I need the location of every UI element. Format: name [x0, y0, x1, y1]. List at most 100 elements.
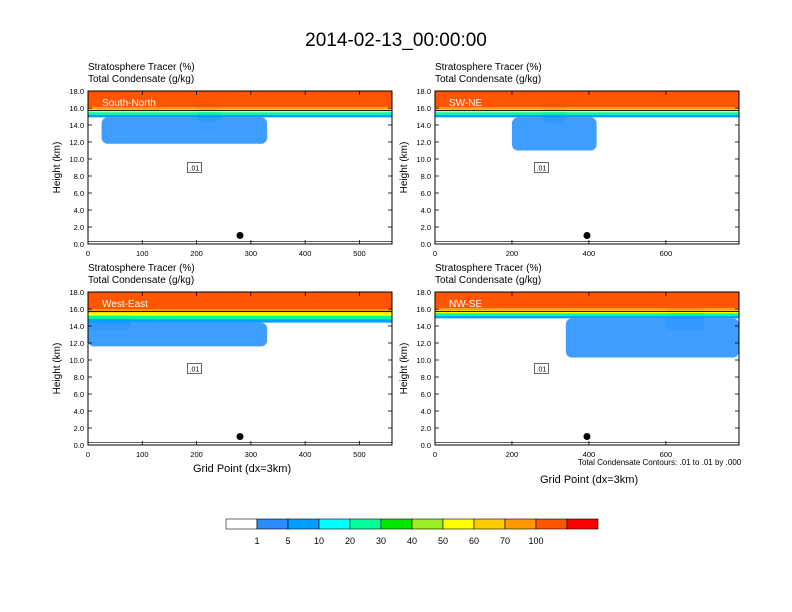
colorbar-label: 10	[314, 536, 324, 546]
tracer-band-100	[435, 91, 739, 108]
colorbar-swatch-9	[473, 518, 506, 530]
x-tick-label: 100	[136, 450, 149, 459]
condensate-region-1	[88, 322, 268, 347]
x-tick-label: 300	[245, 249, 258, 258]
y-tick-label: 6.0	[74, 189, 84, 198]
y-tick-label: 16.0	[416, 104, 431, 113]
tracer-band-20	[435, 313, 739, 316]
y-tick-label: 16.0	[416, 305, 431, 314]
y-tick-label: 18.0	[416, 288, 431, 297]
y-tick-label: 2.0	[421, 424, 431, 433]
y-tick-label: 8.0	[74, 373, 84, 382]
y-tick-label: 10.0	[416, 356, 431, 365]
panel-direction-label: South-North	[102, 98, 156, 109]
panel-4-plot-area: .01	[435, 292, 739, 445]
y-tick-label: 16.0	[69, 305, 84, 314]
panel-3: .01 West-East 0.0 2.0 4.0 6.0 8.0 10.0 12.0 14.0 1…	[52, 288, 393, 459]
panel-3-label-condensate: Total Condensate (g/kg)	[88, 275, 195, 286]
y-tick-label: 14.0	[69, 322, 84, 331]
colorbar-label: 20	[345, 536, 355, 546]
colorbar-label: 60	[469, 536, 479, 546]
contour-label: .01	[190, 367, 200, 374]
x-tick-label: 200	[190, 249, 203, 258]
storm-marker	[236, 433, 244, 440]
storm-marker	[236, 232, 244, 239]
x-tick-label: 500	[353, 450, 366, 459]
x-tick-label: 0	[86, 450, 90, 459]
panel-4-xlabel: Grid Point (dx=3km)	[540, 474, 639, 486]
panel-4-label-condensate: Total Condensate (g/kg)	[435, 275, 542, 286]
x-tick-label: 0	[86, 249, 90, 258]
tracer-band-5	[435, 114, 739, 118]
y-tick-label: 2.0	[74, 223, 84, 232]
y-tick-label: 2.0	[74, 424, 84, 433]
y-tick-label: 18.0	[69, 87, 84, 96]
x-tick-label: 0	[433, 450, 437, 459]
colorbar-swatch-11	[535, 518, 568, 530]
colorbar: 1 5 10 20 30 40 50 60 70 100	[225, 518, 599, 546]
colorbar-swatch-6	[380, 518, 413, 530]
tracer-band-70	[88, 107, 392, 110]
colorbar-swatch-2	[256, 518, 289, 530]
tracer-band-50	[435, 109, 739, 113]
y-tick-label: 18.0	[416, 87, 431, 96]
y-tick-label: 12.0	[416, 339, 431, 348]
y-tick-label: 0.0	[74, 441, 84, 450]
colorbar-label: 100	[528, 536, 543, 546]
panel-2-label-tracer: Stratosphere Tracer (%)	[435, 62, 542, 73]
y-tick-label: 8.0	[421, 373, 431, 382]
x-tick-label: 400	[583, 249, 596, 258]
tracer-band-100	[88, 91, 392, 108]
panel-1: .01 South-North 0.0 2.0 4.0 6.0 8.0 10.0 12.0 14.…	[52, 87, 393, 258]
y-tick-label: 4.0	[74, 407, 84, 416]
colorbar-swatch-12	[566, 518, 599, 530]
y-tick-label: 18.0	[69, 288, 84, 297]
x-tick-label: 300	[245, 450, 258, 459]
tracer-band-20	[88, 315, 392, 320]
tracer-band-20	[435, 112, 739, 115]
panel-2-label-condensate: Total Condensate (g/kg)	[435, 74, 542, 85]
panel-3-xlabel: Grid Point (dx=3km)	[193, 463, 292, 475]
x-tick-label: 0	[433, 249, 437, 258]
panel-frame	[434, 291, 740, 446]
panel-1-label-condensate: Total Condensate (g/kg)	[88, 74, 195, 85]
panel-2-plot-area: .01	[435, 91, 739, 244]
y-tick-label: 12.0	[69, 138, 84, 147]
tracer-band-50	[88, 312, 392, 316]
colorbar-label: 50	[438, 536, 448, 546]
condensate-region-1	[511, 117, 597, 151]
y-tick-label: 10.0	[69, 155, 84, 164]
colorbar-label: 30	[376, 536, 386, 546]
y-tick-label: 6.0	[74, 390, 84, 399]
storm-marker	[583, 232, 591, 239]
y-tick-label: 6.0	[421, 390, 431, 399]
contour-label-box	[187, 363, 202, 374]
colorbar-swatch-3	[287, 518, 320, 530]
colorbar-swatch-8	[442, 518, 475, 530]
y-tick-label: 8.0	[421, 172, 431, 181]
x-tick-label: 100	[136, 249, 149, 258]
tracer-band-100	[88, 292, 392, 309]
tracer-band-5	[88, 114, 392, 118]
colorbar-swatch-5	[349, 518, 382, 530]
panel-direction-label: NW-SE	[449, 299, 482, 310]
y-tick-label: 4.0	[74, 206, 84, 215]
tracer-band-100	[435, 292, 739, 309]
panel-3-plot-area: .01	[88, 292, 392, 445]
tracer-band-70	[435, 107, 739, 110]
contour-label: .01	[190, 166, 200, 173]
contour-label: .01	[537, 166, 547, 173]
tracer-band-50	[435, 310, 739, 314]
tracer-band-5	[435, 315, 739, 319]
panel-2: .01 SW-NE 0.0 2.0 4.0 6.0 8.0 10.0 12.0 14.0 16.0 1…	[399, 87, 740, 258]
x-tick-label: 400	[583, 450, 596, 459]
y-tick-label: 0.0	[74, 240, 84, 249]
y-tick-label: 4.0	[421, 407, 431, 416]
colorbar-swatch-1	[225, 518, 258, 530]
x-tick-label: 600	[660, 450, 673, 459]
panel-4-label-tracer: Stratosphere Tracer (%)	[435, 263, 542, 274]
storm-marker	[583, 433, 591, 440]
x-tick-label: 200	[506, 249, 519, 258]
colorbar-swatch-7	[411, 518, 444, 530]
